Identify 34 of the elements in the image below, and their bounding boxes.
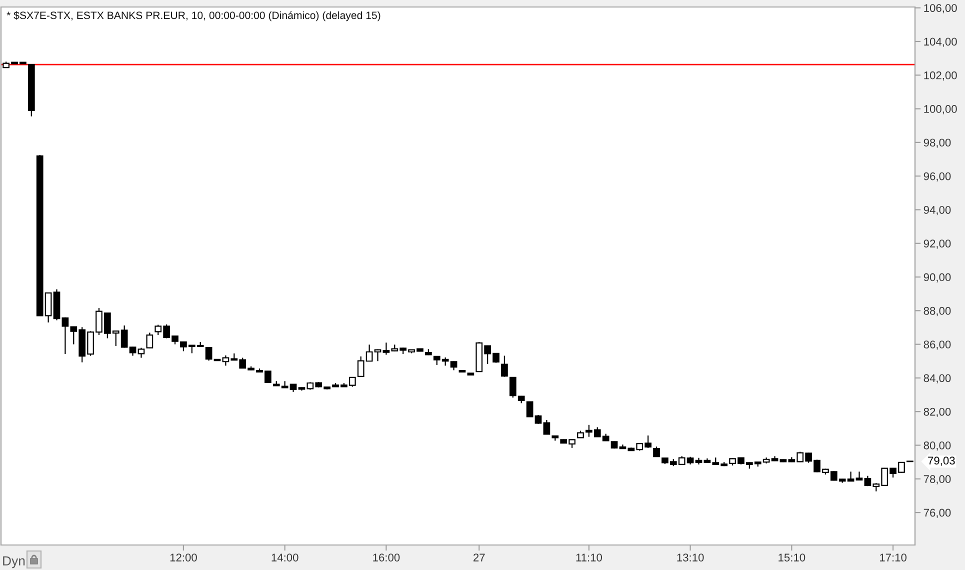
text: 79,03 xyxy=(928,456,955,466)
y-tick-label: 76,00 xyxy=(924,508,951,518)
candlestick xyxy=(856,471,863,481)
candlestick xyxy=(501,355,508,378)
x-tick-label: 17:10 xyxy=(880,554,907,562)
x-tick-label: 27 xyxy=(474,554,485,562)
y-tick-label: 86,00 xyxy=(924,340,951,350)
chart-title: * $SX7E-STX, ESTX BANKS PR.EUR, 10, 00:00-00:00 (Dinámico) (delayed 15) xyxy=(6,11,380,22)
y-tick-label: 80,00 xyxy=(924,442,951,451)
y-tick-label: 106,00 xyxy=(924,4,957,14)
y-tick-label: 98,00 xyxy=(924,138,951,148)
y-tick-label: 102,00 xyxy=(924,71,957,81)
candlestick xyxy=(205,346,212,362)
y-tick-label: 88,00 xyxy=(924,306,951,316)
y-tick-label: 104,00 xyxy=(924,38,957,47)
x-tick-label: 14:00 xyxy=(272,554,298,562)
x-tick-label: 13:10 xyxy=(677,554,704,562)
candlestick xyxy=(526,401,534,418)
candlestick xyxy=(146,332,154,349)
x-tick-label: 15:10 xyxy=(778,554,806,562)
y-tick-label: 100,00 xyxy=(924,105,957,114)
y-tick-label: 78,00 xyxy=(924,475,951,484)
y-tick-label: 90,00 xyxy=(924,273,951,282)
x-tick-label: 11:10 xyxy=(576,554,602,562)
y-tick-label: 82,00 xyxy=(924,408,951,418)
y-tick-label: 96,00 xyxy=(924,172,951,182)
y-tick-label: 92,00 xyxy=(924,240,951,249)
candlestick xyxy=(543,419,550,436)
x-tick-label: 16:00 xyxy=(373,554,400,562)
x-tick-label: 12:00 xyxy=(170,554,197,562)
y-tick-label: 94,00 xyxy=(924,206,951,216)
y-tick-label: 84,00 xyxy=(924,374,951,384)
candlestick xyxy=(138,347,145,358)
text: Dyn xyxy=(3,556,25,568)
